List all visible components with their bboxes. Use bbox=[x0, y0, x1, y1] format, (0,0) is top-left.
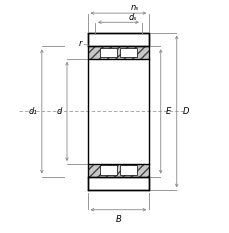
Text: E: E bbox=[165, 107, 170, 116]
Bar bbox=[119, 48, 136, 58]
Bar bbox=[87, 33, 149, 190]
Text: d: d bbox=[57, 107, 62, 116]
Bar bbox=[87, 177, 149, 190]
Bar bbox=[87, 46, 149, 59]
Text: D: D bbox=[182, 107, 188, 116]
Bar bbox=[99, 48, 117, 58]
Text: B: B bbox=[115, 216, 121, 224]
Text: d₁: d₁ bbox=[28, 107, 37, 116]
Text: nₛ: nₛ bbox=[130, 3, 138, 12]
Text: r: r bbox=[78, 39, 82, 48]
Bar bbox=[99, 165, 117, 175]
Bar bbox=[87, 33, 149, 46]
Text: dₛ: dₛ bbox=[128, 13, 137, 22]
Bar bbox=[87, 59, 149, 164]
Bar bbox=[119, 165, 136, 175]
Bar bbox=[87, 164, 149, 177]
